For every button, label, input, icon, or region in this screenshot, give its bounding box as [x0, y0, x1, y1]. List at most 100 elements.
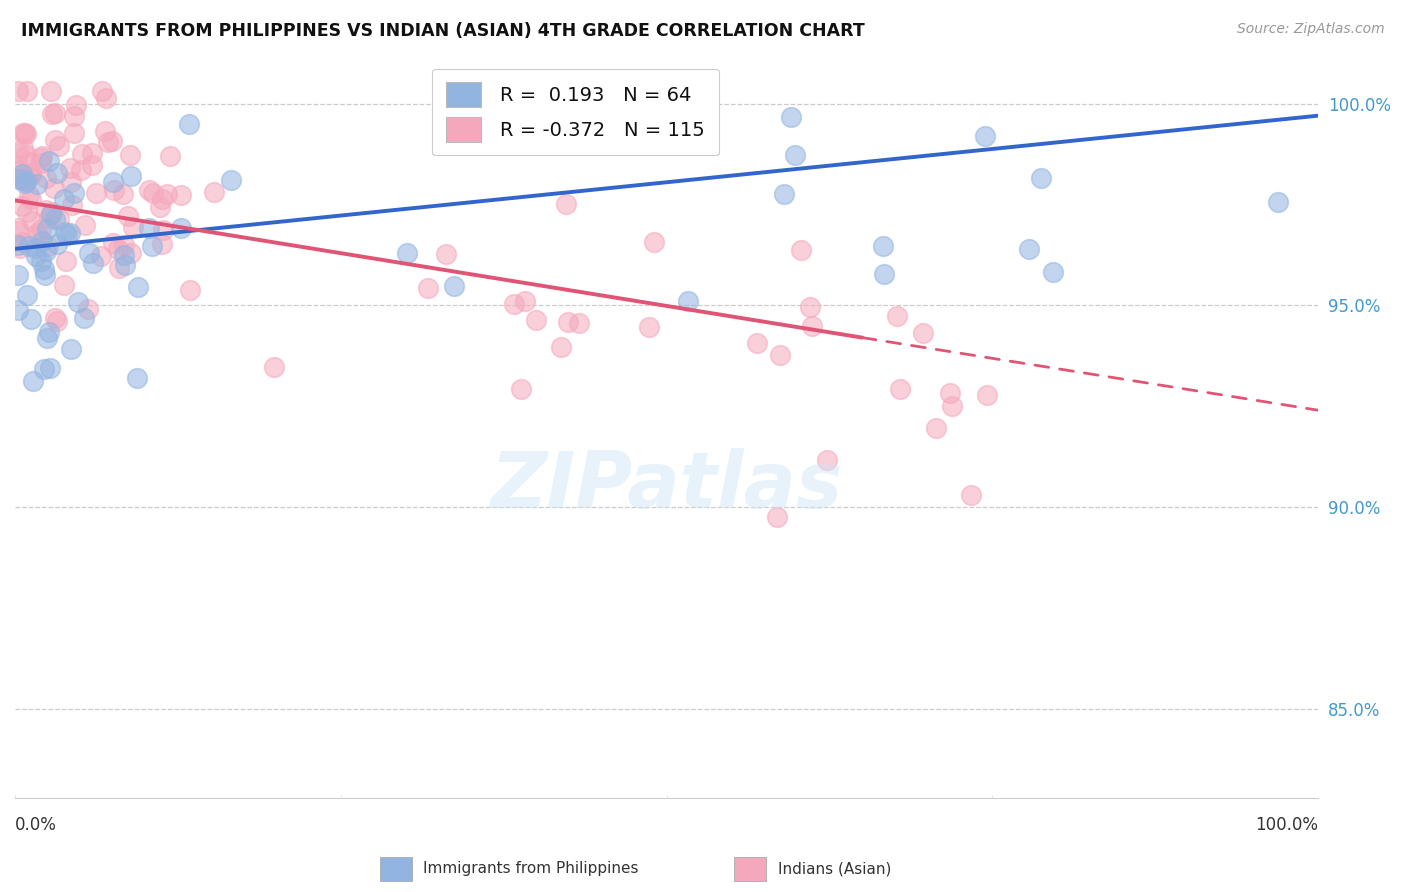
- Point: [41, 106, 63, 120]
- Point: [142, 186, 165, 201]
- Point: [35, 203, 58, 218]
- Point: [177, 117, 200, 131]
- Point: [35, 222, 58, 236]
- Point: [148, 200, 170, 214]
- Point: [121, 219, 143, 234]
- Point: [416, 281, 439, 295]
- Point: [170, 220, 193, 235]
- Point: [97, 135, 120, 149]
- Point: [101, 134, 124, 148]
- Point: [263, 360, 285, 375]
- Point: [38, 211, 60, 225]
- Point: [101, 175, 124, 189]
- Point: [780, 110, 803, 124]
- Point: [11, 235, 34, 249]
- Point: [93, 124, 115, 138]
- Point: [557, 315, 579, 329]
- Point: [568, 316, 591, 330]
- Point: [15, 288, 38, 302]
- Text: Indians (Asian): Indians (Asian): [778, 862, 891, 876]
- Point: [20, 169, 42, 183]
- Point: [25, 249, 48, 263]
- Text: ZIPatlas: ZIPatlas: [491, 448, 842, 524]
- Point: [800, 319, 823, 334]
- Point: [443, 279, 465, 293]
- Point: [150, 236, 173, 251]
- Point: [38, 153, 60, 168]
- Point: [676, 293, 699, 308]
- Point: [39, 207, 62, 221]
- Point: [70, 147, 93, 161]
- Point: [766, 510, 789, 524]
- Point: [56, 227, 79, 242]
- Point: [873, 268, 896, 282]
- Point: [90, 85, 112, 99]
- Point: [637, 319, 659, 334]
- Point: [1267, 194, 1289, 209]
- Point: [59, 226, 82, 240]
- Point: [219, 173, 242, 187]
- Point: [46, 237, 69, 252]
- Point: [912, 326, 935, 340]
- Point: [112, 187, 135, 202]
- Point: [396, 246, 419, 260]
- Point: [37, 239, 59, 253]
- Point: [45, 166, 67, 180]
- Point: [24, 241, 46, 255]
- Point: [107, 261, 129, 276]
- Point: [32, 261, 55, 276]
- Point: [7, 238, 30, 252]
- Point: [31, 234, 53, 248]
- Point: [48, 139, 70, 153]
- Bar: [734, 856, 766, 881]
- Point: [53, 277, 76, 292]
- Point: [96, 91, 118, 105]
- Point: [112, 248, 135, 262]
- Point: [14, 148, 37, 162]
- Point: [82, 255, 104, 269]
- Point: [39, 360, 62, 375]
- Point: [7, 224, 30, 238]
- Point: [550, 340, 572, 354]
- Point: [479, 88, 502, 103]
- Point: [30, 222, 52, 236]
- Point: [25, 227, 48, 241]
- Point: [112, 238, 135, 252]
- Point: [42, 180, 65, 194]
- Point: [55, 225, 77, 239]
- Point: [815, 453, 838, 467]
- Point: [75, 219, 97, 233]
- Point: [31, 148, 53, 162]
- Point: [959, 488, 981, 502]
- Point: [11, 199, 34, 213]
- Point: [747, 335, 769, 350]
- Point: [65, 98, 87, 112]
- Point: [67, 294, 90, 309]
- Point: [8, 241, 31, 255]
- Point: [73, 310, 96, 325]
- Point: [554, 197, 576, 211]
- Point: [35, 170, 58, 185]
- Point: [48, 212, 70, 227]
- Point: [15, 85, 38, 99]
- Point: [15, 205, 38, 219]
- Point: [1029, 171, 1052, 186]
- Point: [120, 169, 142, 184]
- Point: [7, 172, 30, 186]
- Point: [510, 382, 533, 396]
- Point: [35, 244, 58, 259]
- Point: [62, 186, 84, 200]
- Point: [86, 186, 108, 201]
- Point: [138, 221, 160, 235]
- Text: 100.0%: 100.0%: [1256, 816, 1319, 834]
- Point: [107, 242, 129, 256]
- Point: [11, 172, 34, 186]
- Point: [973, 128, 995, 143]
- Point: [150, 192, 173, 206]
- Point: [8, 169, 31, 184]
- Point: [20, 166, 42, 180]
- Point: [643, 235, 665, 249]
- Point: [524, 312, 547, 326]
- Point: [13, 141, 35, 155]
- Point: [30, 253, 52, 268]
